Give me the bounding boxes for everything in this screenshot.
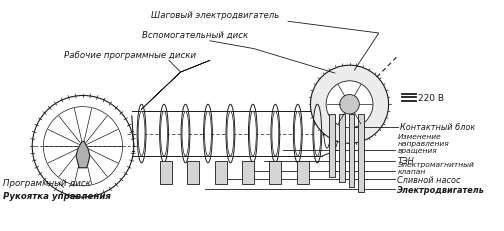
Polygon shape: [76, 142, 90, 168]
Circle shape: [310, 66, 389, 144]
Bar: [349, 115, 354, 187]
Text: Рабочие программные диски: Рабочие программные диски: [64, 51, 196, 60]
Circle shape: [340, 95, 359, 115]
Ellipse shape: [294, 112, 301, 156]
Ellipse shape: [249, 112, 257, 156]
Text: 220 В: 220 В: [418, 94, 444, 103]
Text: Изменение
направления
вращения: Изменение направления вращения: [397, 134, 449, 154]
Text: Контактный блок: Контактный блок: [400, 123, 476, 132]
Bar: [339, 115, 345, 182]
Circle shape: [32, 96, 134, 197]
Ellipse shape: [138, 112, 145, 156]
Text: Электромагнитный
клапан: Электромагнитный клапан: [397, 161, 474, 174]
Text: Шаговый электродвигатель: Шаговый электродвигатель: [151, 11, 279, 20]
Circle shape: [326, 82, 373, 128]
Text: Вспомогательный диск: Вспомогательный диск: [142, 30, 248, 39]
Text: Электродвигатель: Электродвигатель: [397, 185, 485, 194]
Ellipse shape: [227, 112, 234, 156]
Text: Сливной насос: Сливной насос: [397, 175, 461, 184]
Bar: [270, 161, 281, 185]
Text: ТЭН: ТЭН: [397, 157, 414, 166]
Ellipse shape: [272, 112, 279, 156]
Bar: [297, 161, 308, 185]
Bar: [242, 161, 254, 185]
Text: Программный диск: Программный диск: [3, 178, 91, 187]
Ellipse shape: [314, 112, 321, 156]
Bar: [187, 161, 199, 185]
Bar: [160, 161, 172, 185]
Bar: [215, 161, 226, 185]
Text: Рукоятка управления: Рукоятка управления: [3, 191, 111, 200]
Bar: [329, 115, 335, 178]
Ellipse shape: [182, 112, 189, 156]
Bar: [358, 115, 364, 192]
Ellipse shape: [205, 112, 211, 156]
Ellipse shape: [161, 112, 167, 156]
